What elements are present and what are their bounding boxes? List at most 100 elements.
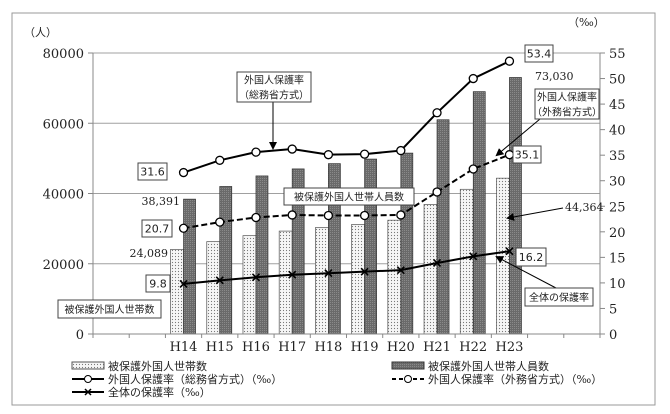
label-somusho-first-text: 31.6 xyxy=(140,166,165,179)
somusho-rate-point xyxy=(359,149,370,159)
annotation-overall-text: 全体の保護率 xyxy=(529,291,589,304)
person-bar xyxy=(183,198,196,335)
household-bar xyxy=(351,224,365,335)
label-persons-first: 38,391 xyxy=(142,195,181,208)
household-bar xyxy=(459,188,474,335)
gaimusho-rate-point xyxy=(287,210,297,220)
somusho-rate-point xyxy=(287,144,297,154)
arrow-overall xyxy=(495,256,557,289)
annotation-somusho-box xyxy=(236,71,312,103)
person-bar xyxy=(255,175,269,335)
gaimusho-rate-point xyxy=(432,187,442,197)
overall-rate-point xyxy=(288,270,297,279)
x-tick-label: H17 xyxy=(278,340,306,355)
right-tick-label: 10 xyxy=(609,277,626,292)
annotation-gaimusho-box xyxy=(534,88,600,120)
x-tick-label: H23 xyxy=(496,340,524,355)
gaimusho-rate-point xyxy=(323,210,334,221)
annotation-gaimusho-text: 外国人保護率 xyxy=(537,91,597,104)
person-bar xyxy=(436,119,450,335)
label-gaimusho-first-box xyxy=(141,219,173,238)
somusho-rate-point xyxy=(504,56,515,66)
annotation-households-text: 被保護外国人世帯数 xyxy=(65,303,155,316)
household-bar xyxy=(315,227,329,335)
gaimusho-rate-point xyxy=(468,164,478,174)
label-persons-last: 73,030 xyxy=(535,70,574,83)
right-tick-label: 20 xyxy=(609,226,626,241)
label-gaimusho-first-text: 20.7 xyxy=(145,223,170,236)
overall-rate-point xyxy=(469,252,478,261)
label-gaimusho-last-box xyxy=(512,145,542,164)
label-overall-last-box xyxy=(515,247,547,267)
annotation-somusho-text: 外国人保護率 xyxy=(244,74,304,87)
label-gaimusho-last-text: 35.1 xyxy=(515,149,540,162)
legend-label: 被保護外国人世帯人員数 xyxy=(428,359,549,373)
person-bar xyxy=(472,91,486,335)
arrow-households-last xyxy=(506,207,564,221)
left-tick-label: 20000 xyxy=(43,258,84,273)
right-tick-label: 50 xyxy=(609,73,626,88)
annotation-persons-text: 被保護外国人世帯人員数 xyxy=(294,191,404,204)
somusho-rate-point xyxy=(215,155,225,165)
right-tick-label: 25 xyxy=(609,200,626,215)
gaimusho-rate-line xyxy=(183,153,510,230)
household-bar xyxy=(206,241,221,335)
legend-marker-gaimusho xyxy=(404,375,412,383)
left-tick-label: 80000 xyxy=(43,47,84,62)
right-tick-label: 5 xyxy=(609,302,617,317)
household-bar xyxy=(423,204,438,335)
legend-marker-overall xyxy=(84,388,92,396)
overall-rate-point xyxy=(251,273,261,282)
annotation-households-box xyxy=(57,299,162,319)
right-tick-label: 40 xyxy=(609,124,626,139)
legend-swatch-households xyxy=(71,361,105,370)
person-bar xyxy=(509,77,522,335)
label-households-last: 44,364 xyxy=(565,201,604,214)
x-tick-label: H14 xyxy=(170,340,198,355)
left-tick-label: 40000 xyxy=(43,188,84,203)
annotation-gaimusho-text: （外務省方式） xyxy=(532,106,602,119)
household-bar xyxy=(242,235,257,335)
overall-rate-point xyxy=(432,258,442,268)
x-tick-label: H20 xyxy=(387,340,415,355)
label-somusho-last-box xyxy=(524,44,554,63)
label-somusho-first-box xyxy=(137,162,168,181)
left-axis-unit: （人） xyxy=(24,26,57,39)
right-tick-label: 0 xyxy=(609,328,617,343)
x-tick-label: H19 xyxy=(351,340,379,355)
person-bar xyxy=(219,186,233,335)
overall-rate-point xyxy=(505,247,514,256)
right-tick-label: 55 xyxy=(609,47,626,62)
right-tick-label: 35 xyxy=(609,149,626,164)
gaimusho-rate-point xyxy=(215,217,225,227)
right-tick-label: 30 xyxy=(609,175,626,190)
overall-rate-point xyxy=(179,279,188,288)
somusho-rate-point xyxy=(396,145,406,156)
x-tick-label: H22 xyxy=(459,340,487,355)
annotation-somusho-text: （総務省方式） xyxy=(239,89,309,102)
annotation-overall-box xyxy=(524,287,594,307)
overall-rate-point xyxy=(396,266,405,275)
x-tick-label: H18 xyxy=(314,340,342,355)
legend-label: 外国人保護率（総務省方式）（‰） xyxy=(108,372,282,386)
overall-rate-line xyxy=(183,250,510,285)
label-overall-first-box xyxy=(145,274,171,293)
right-tick-label: 15 xyxy=(609,251,626,266)
right-axis-unit: （‰） xyxy=(568,16,605,29)
gaimusho-rate-point xyxy=(359,210,370,221)
overall-rate-point xyxy=(360,267,369,276)
gaimusho-rate-point xyxy=(251,212,261,223)
somusho-rate-point xyxy=(178,167,189,178)
annotation-persons-box xyxy=(283,187,415,206)
household-bar xyxy=(170,249,184,335)
gaimusho-rate-point xyxy=(504,150,515,160)
x-tick-label: H16 xyxy=(242,340,270,355)
somusho-rate-line xyxy=(183,60,510,174)
legend-label: 外国人保護率（外務省方式）（‰） xyxy=(428,372,602,386)
label-overall-first-text: 9.8 xyxy=(149,278,167,291)
household-bar xyxy=(278,230,293,335)
label-overall-last-text: 16.2 xyxy=(519,251,544,264)
legend-swatch-persons xyxy=(391,361,425,370)
left-tick-label: 60000 xyxy=(43,117,84,132)
